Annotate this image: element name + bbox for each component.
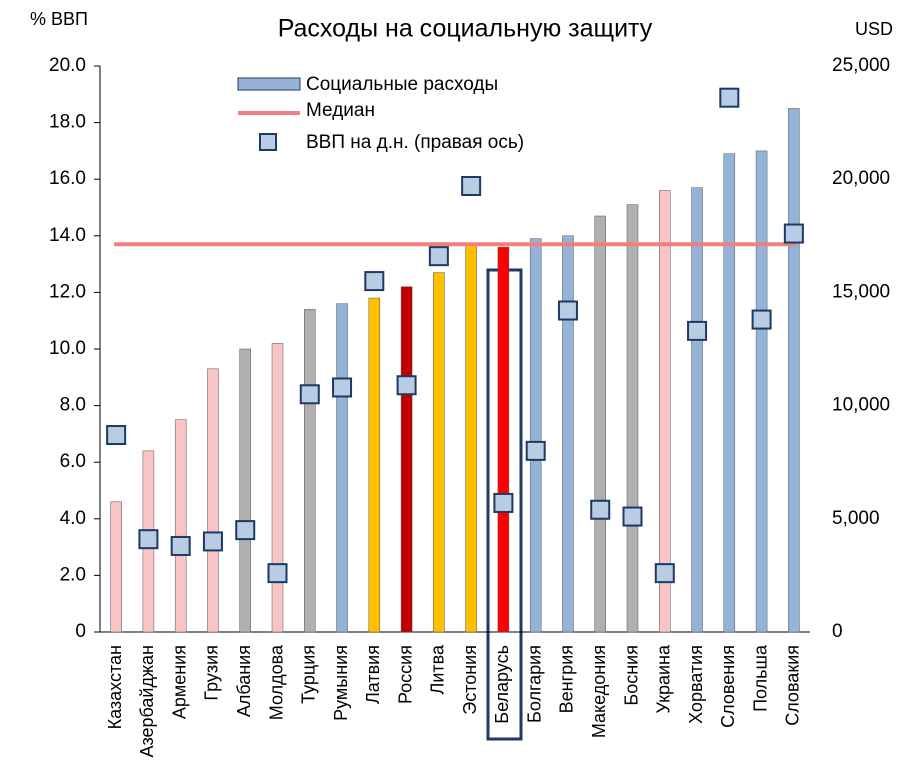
- bar: [562, 235, 574, 633]
- x-tick-label: Беларусь: [492, 645, 512, 724]
- bar: [239, 348, 251, 633]
- bar: [529, 238, 542, 633]
- marker: [364, 271, 385, 292]
- marker: [170, 535, 191, 556]
- y2-tick-label: 5,000: [832, 508, 880, 529]
- x-tick-label: Румыния: [331, 645, 351, 721]
- marker: [428, 246, 449, 267]
- marker: [267, 563, 288, 584]
- x-tick-label: Польша: [750, 644, 770, 712]
- marker: [525, 440, 546, 461]
- x-tick-label: Армения: [169, 645, 189, 719]
- bar: [659, 190, 671, 633]
- x-tick-label: Литва: [428, 644, 448, 694]
- bar: [336, 303, 348, 633]
- marker: [654, 563, 675, 584]
- x-tick-label: Венгрия: [557, 645, 577, 713]
- bar: [433, 272, 445, 633]
- marker: [235, 520, 256, 541]
- bar: [207, 368, 219, 633]
- x-tick-label: Азербайджан: [137, 645, 157, 758]
- y2-axis-label: USD: [855, 19, 893, 39]
- y-tick-label: 6.0: [60, 451, 86, 472]
- marker: [751, 309, 772, 330]
- y2-tick-label: 10,000: [832, 395, 890, 416]
- marker: [299, 384, 320, 405]
- y-axis-label: % ВВП: [30, 9, 88, 29]
- x-tick-label: Молдова: [266, 644, 286, 720]
- legend-label: ВВП на д.н. (правая ось): [306, 132, 524, 153]
- y2-tick-label: 25,000: [832, 55, 890, 76]
- marker: [719, 87, 740, 108]
- x-tick-label: Россия: [395, 645, 415, 704]
- x-tick-label: Хорватия: [686, 645, 706, 724]
- bar: [788, 108, 800, 633]
- marker: [622, 506, 643, 527]
- x-tick-label: Босния: [621, 645, 641, 706]
- marker: [557, 300, 578, 321]
- bar: [465, 244, 477, 633]
- y-tick-label: 10.0: [49, 338, 86, 359]
- y-tick-label: 18.0: [49, 112, 86, 133]
- marker: [138, 529, 159, 550]
- x-tick-label: Словакия: [783, 645, 803, 726]
- y2-tick-label: 15,000: [832, 281, 890, 302]
- x-tick-label: Болгария: [524, 645, 544, 723]
- legend-swatch: [237, 77, 301, 91]
- bar: [723, 153, 736, 633]
- bar: [110, 501, 122, 633]
- y-tick-label: 8.0: [60, 395, 86, 416]
- y-tick-label: 14.0: [49, 225, 86, 246]
- x-tick-label: Македония: [589, 645, 609, 738]
- y-tick-label: 2.0: [60, 564, 86, 585]
- legend-label: Медиан: [306, 100, 375, 121]
- bar: [271, 343, 284, 633]
- marker: [332, 377, 353, 398]
- bar: [400, 286, 413, 633]
- y-tick-label: 0: [75, 621, 86, 642]
- y-tick-label: 4.0: [60, 508, 86, 529]
- y-tick-label: 12.0: [49, 281, 86, 302]
- x-tick-label: Латвия: [363, 645, 383, 704]
- y-tick-label: 20.0: [49, 55, 86, 76]
- y2-tick-label: 20,000: [832, 168, 890, 189]
- bar: [368, 297, 381, 633]
- legend-swatch: [259, 133, 277, 151]
- x-tick-label: Казахстан: [105, 645, 125, 729]
- bar: [691, 187, 703, 633]
- marker: [396, 375, 417, 396]
- bar: [174, 419, 187, 633]
- x-tick-label: Украина: [654, 644, 674, 714]
- marker: [783, 223, 804, 244]
- bar: [304, 309, 316, 633]
- x-tick-label: Албания: [234, 645, 254, 717]
- y-tick-label: 16.0: [49, 168, 86, 189]
- chart-title: Расходы на социальную защиту: [278, 15, 653, 43]
- marker: [202, 531, 223, 552]
- bar: [755, 150, 768, 633]
- x-tick-label: Эстония: [460, 645, 480, 715]
- marker: [687, 320, 708, 341]
- marker: [106, 425, 127, 446]
- bar: [626, 204, 639, 633]
- x-tick-label: Словения: [718, 645, 738, 728]
- bar: [594, 215, 606, 633]
- x-tick-label: Грузия: [202, 645, 222, 701]
- bar: [497, 246, 510, 633]
- marker: [493, 492, 514, 513]
- marker: [590, 499, 611, 520]
- x-tick-label: Турция: [299, 645, 319, 704]
- legend-label: Социальные расходы: [306, 74, 498, 95]
- marker: [461, 175, 482, 196]
- y2-tick-label: 0: [832, 621, 843, 642]
